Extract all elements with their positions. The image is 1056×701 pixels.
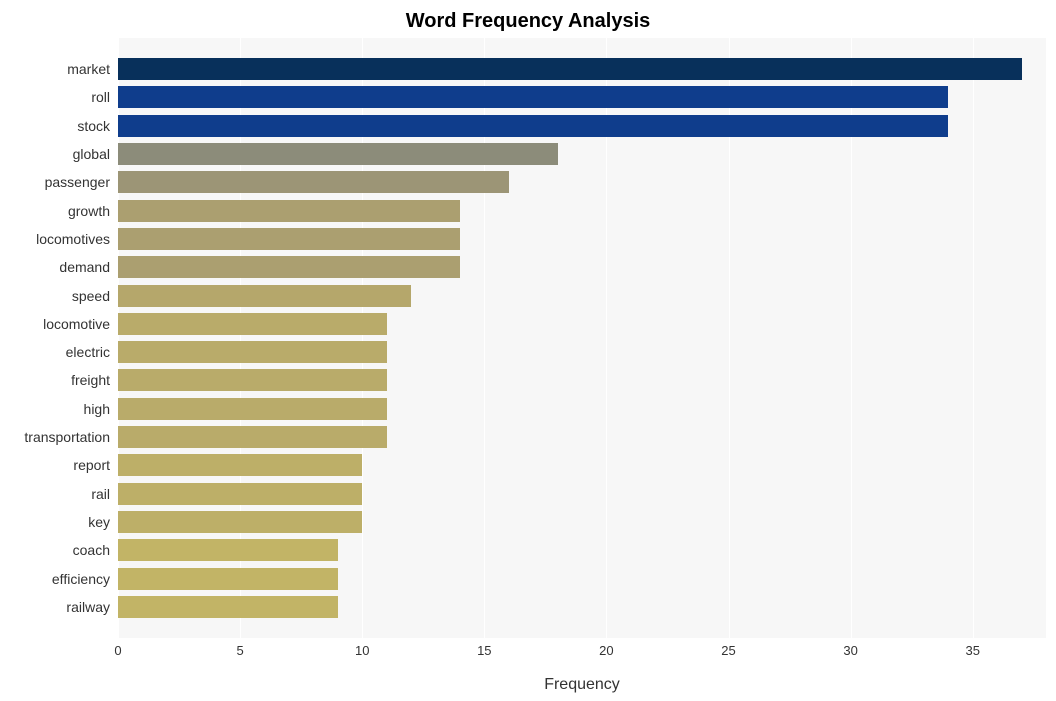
- x-tick-label: 30: [843, 643, 857, 658]
- bar: [118, 426, 387, 448]
- bar: [118, 86, 948, 108]
- y-tick-label: passenger: [0, 174, 110, 190]
- bar: [118, 115, 948, 137]
- y-tick-label: locomotives: [0, 231, 110, 247]
- bar: [118, 200, 460, 222]
- y-tick-label: stock: [0, 118, 110, 134]
- y-tick-label: demand: [0, 259, 110, 275]
- x-tick-label: 10: [355, 643, 369, 658]
- bar: [118, 143, 558, 165]
- chart-container: Word Frequency Analysis 05101520253035 F…: [0, 0, 1056, 701]
- y-tick-label: rail: [0, 486, 110, 502]
- y-tick-label: freight: [0, 372, 110, 388]
- x-axis-label: Frequency: [118, 676, 1046, 694]
- bar: [118, 596, 338, 618]
- chart-title: Word Frequency Analysis: [0, 10, 1056, 33]
- y-tick-label: coach: [0, 542, 110, 558]
- bar: [118, 483, 362, 505]
- y-tick-label: railway: [0, 599, 110, 615]
- bar: [118, 228, 460, 250]
- x-tick-label: 35: [966, 643, 980, 658]
- x-tick-label: 0: [114, 643, 121, 658]
- bar: [118, 398, 387, 420]
- y-tick-label: locomotive: [0, 316, 110, 332]
- bar: [118, 341, 387, 363]
- gridline: [973, 38, 974, 638]
- y-tick-label: transportation: [0, 429, 110, 445]
- y-tick-label: high: [0, 401, 110, 417]
- y-tick-label: market: [0, 61, 110, 77]
- y-tick-label: roll: [0, 89, 110, 105]
- y-tick-label: global: [0, 146, 110, 162]
- bar: [118, 369, 387, 391]
- x-tick-label: 20: [599, 643, 613, 658]
- y-tick-label: report: [0, 457, 110, 473]
- x-tick-label: 25: [721, 643, 735, 658]
- bar: [118, 539, 338, 561]
- y-tick-label: key: [0, 514, 110, 530]
- bar: [118, 171, 509, 193]
- y-tick-label: efficiency: [0, 571, 110, 587]
- y-tick-label: electric: [0, 344, 110, 360]
- x-tick-label: 5: [236, 643, 243, 658]
- y-tick-label: growth: [0, 203, 110, 219]
- plot-area: 05101520253035: [118, 38, 1046, 638]
- bar: [118, 285, 411, 307]
- bar: [118, 58, 1022, 80]
- y-tick-label: speed: [0, 288, 110, 304]
- bar: [118, 568, 338, 590]
- x-tick-label: 15: [477, 643, 491, 658]
- bar: [118, 313, 387, 335]
- bar: [118, 454, 362, 476]
- bar: [118, 511, 362, 533]
- bar: [118, 256, 460, 278]
